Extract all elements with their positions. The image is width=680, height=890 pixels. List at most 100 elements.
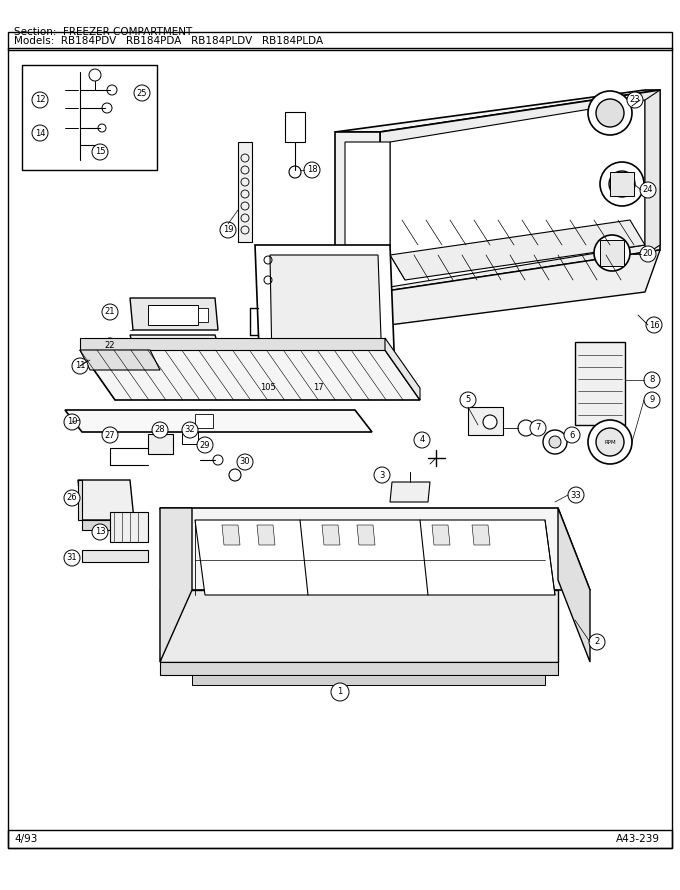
Circle shape [518, 420, 534, 436]
Polygon shape [78, 480, 134, 520]
Bar [238, 142, 252, 242]
Polygon shape [335, 132, 380, 332]
Polygon shape [195, 520, 555, 595]
Polygon shape [385, 338, 420, 400]
Polygon shape [255, 245, 395, 375]
Text: 31: 31 [67, 554, 78, 562]
Text: 16: 16 [649, 320, 660, 329]
Polygon shape [575, 342, 625, 425]
Polygon shape [270, 255, 382, 365]
Polygon shape [432, 525, 450, 545]
Circle shape [197, 437, 213, 453]
Polygon shape [80, 350, 420, 400]
Polygon shape [322, 525, 340, 545]
Polygon shape [78, 480, 82, 520]
Circle shape [374, 467, 390, 483]
Circle shape [72, 358, 88, 374]
Text: Models:  RB184PDV   RB184PDA   RB184PLDV   RB184PLDA: Models: RB184PDV RB184PDA RB184PLDV RB18… [14, 36, 323, 46]
Circle shape [213, 455, 223, 465]
Circle shape [640, 182, 656, 198]
Polygon shape [472, 525, 490, 545]
Circle shape [640, 246, 656, 262]
Bar [22, 65, 157, 170]
Circle shape [568, 487, 584, 503]
Text: 13: 13 [95, 528, 105, 537]
Text: 33: 33 [571, 490, 581, 499]
Circle shape [596, 428, 624, 456]
Circle shape [644, 392, 660, 408]
Circle shape [646, 317, 662, 333]
Polygon shape [390, 482, 430, 502]
Text: 10: 10 [67, 417, 78, 426]
Polygon shape [192, 675, 545, 685]
Text: 29: 29 [200, 441, 210, 449]
Text: 1: 1 [337, 687, 343, 697]
Circle shape [564, 427, 580, 443]
Text: 23: 23 [630, 95, 641, 104]
Text: 17: 17 [313, 384, 323, 392]
Text: A43-239: A43-239 [616, 834, 660, 844]
Text: Section:  FREEZER COMPARTMENT: Section: FREEZER COMPARTMENT [14, 27, 192, 37]
Polygon shape [160, 590, 558, 662]
Polygon shape [130, 298, 218, 330]
Text: 20: 20 [643, 249, 653, 258]
Text: 28: 28 [154, 425, 165, 434]
Text: 18: 18 [307, 166, 318, 174]
Polygon shape [558, 508, 590, 662]
Circle shape [92, 524, 108, 540]
Polygon shape [335, 90, 660, 132]
Text: 6: 6 [569, 431, 575, 440]
Bar [198, 308, 208, 322]
Text: 15: 15 [95, 148, 105, 157]
Circle shape [92, 144, 108, 160]
Bar [148, 305, 198, 325]
Polygon shape [335, 250, 660, 332]
Polygon shape [160, 508, 192, 662]
Circle shape [102, 427, 118, 443]
Circle shape [588, 420, 632, 464]
Circle shape [152, 422, 168, 438]
Bar [610, 172, 634, 196]
Circle shape [102, 304, 118, 320]
Polygon shape [82, 550, 148, 562]
Text: 3: 3 [379, 471, 385, 480]
Circle shape [644, 372, 660, 388]
Text: 27: 27 [105, 431, 116, 440]
Circle shape [289, 166, 301, 178]
Polygon shape [345, 142, 390, 327]
Text: 22: 22 [105, 342, 115, 351]
Circle shape [543, 430, 567, 454]
Polygon shape [80, 338, 385, 350]
Circle shape [588, 91, 632, 135]
Circle shape [102, 338, 118, 354]
Circle shape [64, 550, 80, 566]
Circle shape [602, 243, 622, 263]
Circle shape [600, 162, 644, 206]
Circle shape [530, 420, 546, 436]
Circle shape [594, 235, 630, 271]
Circle shape [220, 222, 236, 238]
Circle shape [134, 85, 150, 101]
Bar [110, 512, 148, 542]
Circle shape [549, 436, 561, 448]
Text: 25: 25 [137, 88, 148, 98]
Text: 24: 24 [643, 185, 653, 195]
Text: 26: 26 [67, 493, 78, 503]
Circle shape [414, 432, 430, 448]
Polygon shape [222, 525, 240, 545]
Polygon shape [130, 335, 218, 345]
Circle shape [627, 92, 643, 108]
Text: 30: 30 [239, 457, 250, 466]
Text: 9: 9 [649, 395, 655, 404]
Polygon shape [160, 662, 558, 675]
Polygon shape [65, 410, 372, 432]
Circle shape [460, 392, 476, 408]
Bar [148, 434, 173, 454]
Text: RPM: RPM [605, 440, 616, 444]
Text: 32: 32 [185, 425, 195, 434]
Bar [8, 32, 672, 50]
Circle shape [32, 92, 48, 108]
Circle shape [589, 634, 605, 650]
Polygon shape [257, 525, 275, 545]
Bar [285, 112, 305, 142]
